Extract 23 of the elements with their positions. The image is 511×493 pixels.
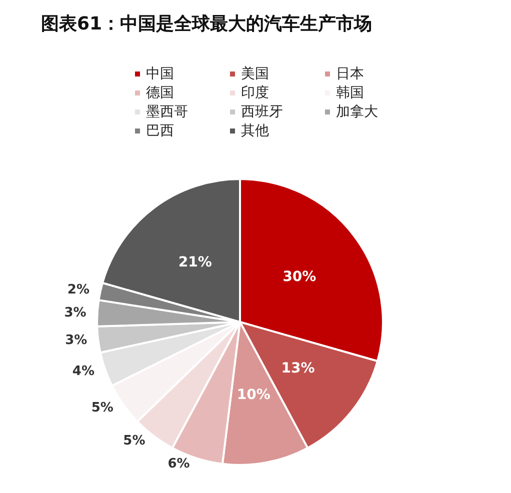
chart-title: 图表61：中国是全球最大的汽车生产市场 <box>41 14 372 34</box>
legend-label: 印度 <box>241 85 269 101</box>
data-label: 3% <box>64 305 86 320</box>
data-label: 13% <box>281 360 315 377</box>
data-label: 21% <box>178 254 212 271</box>
data-label: 2% <box>67 282 90 298</box>
legend-label: 西班牙 <box>241 104 283 120</box>
legend-label: 日本 <box>336 66 364 82</box>
data-label: 5% <box>91 400 114 416</box>
data-label: 6% <box>168 456 190 472</box>
legend-label: 德国 <box>146 85 174 101</box>
data-label: 5% <box>123 433 146 448</box>
legend-label: 美国 <box>241 66 269 82</box>
data-label: 4% <box>72 364 94 380</box>
legend-label: 加拿大 <box>336 104 378 120</box>
legend-label: 墨西哥 <box>146 104 188 120</box>
legend-label: 巴西 <box>146 123 174 139</box>
legend-label: 韩国 <box>336 85 364 101</box>
data-label: 3% <box>65 332 88 348</box>
legend-label: 其他 <box>241 123 269 139</box>
legend-label: 中国 <box>146 66 174 82</box>
data-label: 10% <box>236 387 270 404</box>
data-label: 30% <box>282 269 316 286</box>
